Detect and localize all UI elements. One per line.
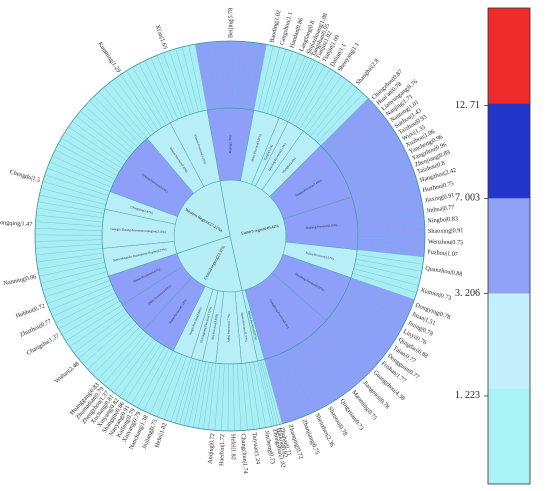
province-label: Tianjin(1.2%): [263, 144, 274, 161]
city-label: Changsha|1.37: [26, 332, 61, 356]
outer-ring-border: [34, 40, 426, 432]
colorbar-tick-label: 1. 223: [455, 390, 480, 401]
province-label: Anhui Province(3.77%): [227, 314, 231, 343]
colorbar: 1. 223 3. 206 7. 003 12. 71: [455, 7, 531, 485]
city-label: Taiyuan|1.24: [251, 432, 262, 465]
city-label: Chongqing|1.47: [0, 219, 33, 228]
colorbar-segment: [488, 388, 530, 484]
colorbar-segment: [488, 198, 530, 294]
province-label: Beijing(5.78%): [228, 135, 232, 154]
city-label: Jiaxing|0.91: [424, 192, 455, 204]
city-label: Quanzhou|0.88: [425, 265, 463, 278]
middle-ring-border: [101, 107, 359, 365]
colorbar-segment: [488, 103, 530, 199]
province-label: Chongqing(1.47%): [130, 205, 153, 215]
city-label: Fuzhou|1.07: [427, 249, 458, 258]
province-label: Shanxi Province(2.37%): [240, 312, 248, 342]
city-label: Beijing|5.78: [227, 8, 234, 38]
city-label: Jinhua|0.77: [426, 204, 455, 215]
city-label: Shanghai|2.8: [355, 58, 381, 87]
city-label: Changchun|1.74: [239, 433, 249, 474]
province-label: Hainan Province(0.87%): [247, 310, 258, 340]
colorbar-segment: [488, 293, 530, 389]
province-label: Zhejiang Province(6.55%): [305, 223, 337, 230]
colorbar-segment: [488, 8, 530, 104]
city-label: Ningbo|0.83: [427, 215, 458, 224]
city-label: Shaoxing|0.91: [428, 227, 464, 235]
city-label: Xiamen|0.73: [420, 287, 452, 302]
city-label: Zhanjiang|0.75: [300, 418, 320, 455]
city-label: Zhuzhou|0.77: [19, 318, 53, 339]
city-label: Wuhan|2.48: [53, 360, 80, 384]
city-label: Wenzhou|0.75: [428, 238, 463, 246]
sunburst: Eastern region(49.42%Beijing(5.78%)Beiji…: [0, 8, 463, 474]
province-label: Hebei Province(3.25%): [250, 134, 262, 162]
city-label: Anqing|0.72: [207, 433, 217, 464]
city-label: Kunming|1.29: [96, 41, 122, 74]
colorbar-tick-label: 12. 71: [455, 100, 480, 111]
colorbar-frame: [487, 7, 531, 485]
city-label: Hohhot|0.72: [15, 302, 46, 319]
city-label: Xi'an|1.65: [154, 24, 169, 50]
colorbar-tick-label: 3. 206: [455, 288, 480, 299]
province-label: Fujian Province(3.52%): [305, 251, 334, 261]
city-label: Chengdu|1.5: [9, 168, 41, 183]
city-label: Hefei|1.82: [229, 434, 236, 460]
city-label: Nanning|0.86: [3, 273, 37, 287]
colorbar-tick-label: 7. 003: [455, 193, 480, 204]
city-label: Haerbin|1.72: [218, 434, 226, 466]
province-label: Guangxi Zhuang Autonomous Region(3.15%): [110, 227, 166, 234]
province-label: Jilin Province(1.95%): [211, 313, 219, 340]
